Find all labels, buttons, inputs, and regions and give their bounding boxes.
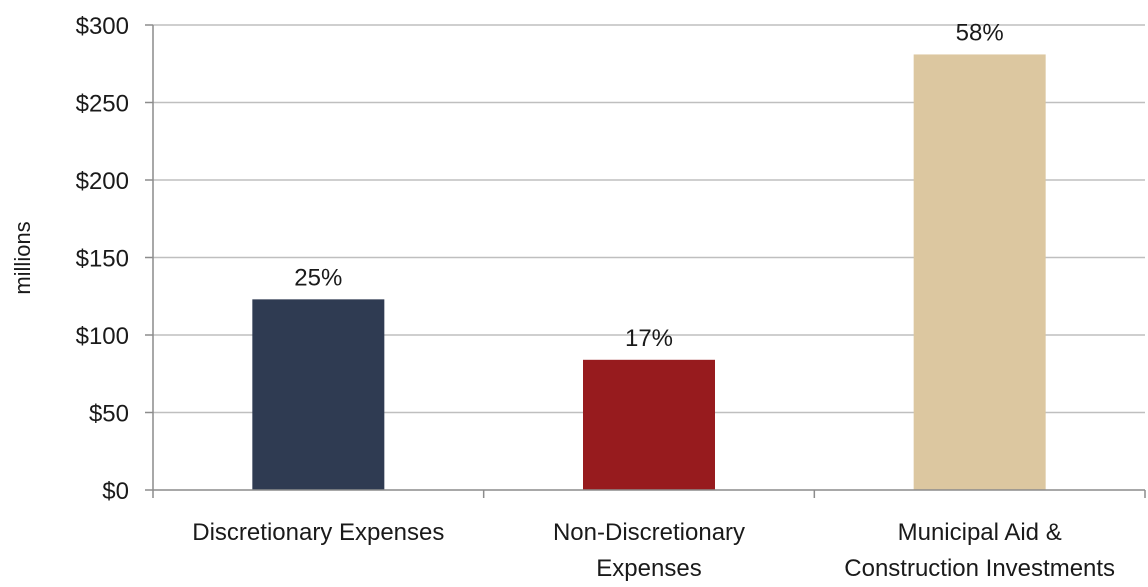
- x-category-label-line: Discretionary Expenses: [192, 519, 444, 546]
- y-axis-title: millions: [10, 221, 35, 294]
- y-tick-label: $250: [76, 91, 129, 118]
- bar: [583, 359, 715, 490]
- data-labels: 25% 17% 58%: [294, 19, 1003, 351]
- y-tick-label: $300: [76, 13, 129, 40]
- bar: [913, 54, 1046, 490]
- bar: [252, 299, 385, 490]
- x-category-label: Non-Discretionary Expenses: [553, 519, 745, 582]
- y-tick-label: $150: [76, 246, 129, 273]
- data-label: 25%: [294, 264, 342, 291]
- bars: [252, 54, 1046, 490]
- x-category-label: Discretionary Expenses: [192, 519, 444, 546]
- x-category-labels: Discretionary Expenses Non-Discretionary E…: [192, 519, 1115, 582]
- y-tick-label: $0: [102, 478, 129, 505]
- y-tick-label: $50: [89, 401, 129, 428]
- x-category-label: Municipal Aid & Construction Investments: [844, 519, 1115, 582]
- y-tick-labels: $0 $50 $100 $150 $200 $250 $300: [76, 13, 129, 505]
- x-category-label-line: Municipal Aid &: [898, 519, 1062, 546]
- x-category-label-line: Construction Investments: [844, 555, 1115, 582]
- y-tick-label: $100: [76, 323, 129, 350]
- axes: [145, 24, 1146, 498]
- data-label: 58%: [956, 19, 1004, 46]
- y-tick-label: $200: [76, 168, 129, 195]
- x-category-label-line: Expenses: [596, 555, 701, 582]
- data-label: 17%: [625, 325, 673, 352]
- x-category-label-line: Non-Discretionary: [553, 519, 745, 546]
